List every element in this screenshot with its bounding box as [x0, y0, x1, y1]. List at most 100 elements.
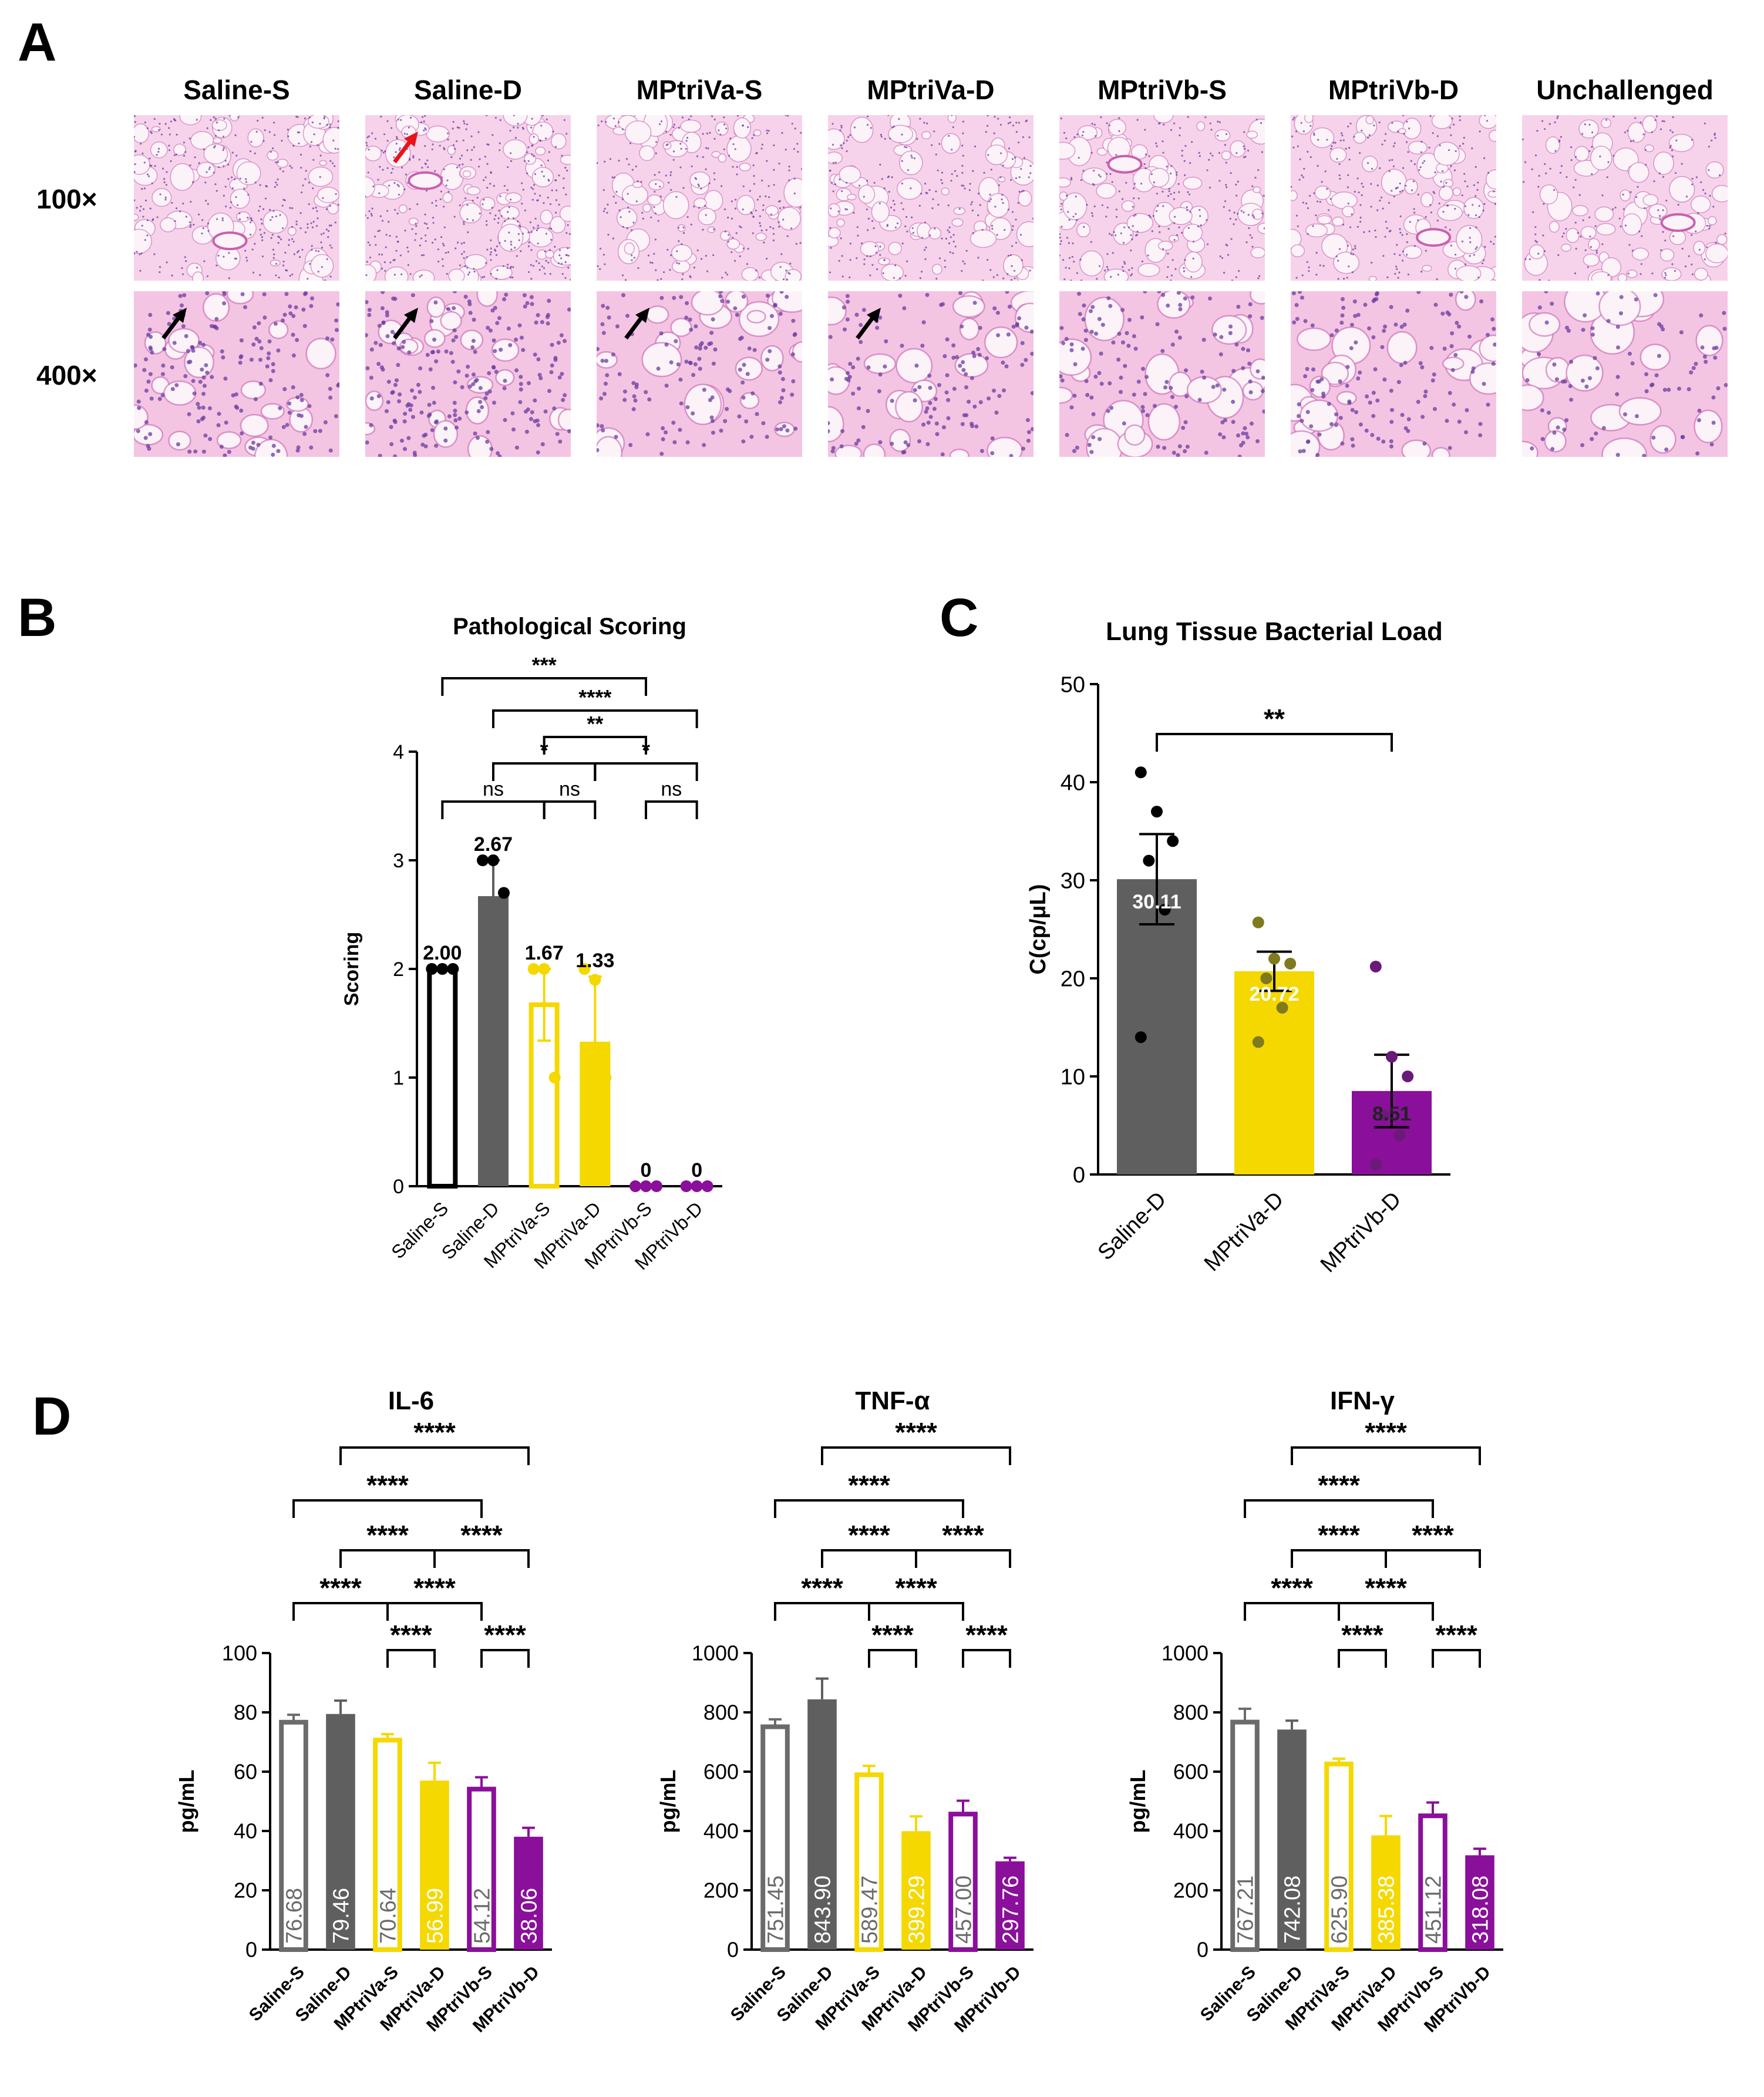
- nucleus: [739, 255, 741, 258]
- nucleus: [390, 329, 395, 334]
- nucleus: [1068, 218, 1070, 221]
- nucleus: [521, 233, 524, 235]
- nucleus: [1248, 227, 1250, 230]
- nucleus: [1447, 391, 1452, 395]
- nucleus: [613, 176, 615, 179]
- nucleus: [1295, 277, 1298, 279]
- nucleus: [654, 212, 657, 214]
- nucleus: [367, 312, 372, 317]
- nucleus: [1295, 214, 1298, 217]
- nucleus: [149, 164, 152, 167]
- nucleus: [1582, 219, 1584, 221]
- nucleus: [611, 176, 614, 179]
- nucleus: [367, 308, 372, 312]
- value-label: 0: [641, 1159, 652, 1182]
- nucleus: [1702, 354, 1707, 359]
- nucleus: [1148, 214, 1150, 217]
- nucleus: [1298, 179, 1301, 181]
- nucleus: [604, 263, 606, 265]
- nucleus: [429, 319, 434, 324]
- alveolus: [694, 197, 707, 208]
- nucleus: [443, 426, 448, 431]
- alveolus: [1561, 243, 1572, 252]
- nucleus: [1017, 316, 1022, 321]
- nucleus: [453, 413, 457, 418]
- nucleus: [994, 410, 999, 415]
- nucleus: [541, 265, 543, 268]
- nucleus: [1529, 258, 1531, 261]
- alveolus: [1590, 146, 1612, 171]
- alveolus: [426, 296, 446, 318]
- alveolus: [896, 348, 933, 383]
- nucleus: [1413, 163, 1416, 166]
- nucleus: [925, 406, 930, 410]
- nucleus: [779, 427, 783, 432]
- magnification-label: 100×: [36, 184, 97, 214]
- nucleus: [410, 116, 412, 119]
- nucleus: [871, 264, 874, 266]
- nucleus: [873, 227, 875, 230]
- nucleus: [1653, 293, 1658, 298]
- nucleus: [535, 418, 540, 423]
- data-point: [527, 963, 540, 975]
- nucleus: [725, 127, 728, 130]
- nucleus: [737, 414, 742, 419]
- nucleus: [1155, 142, 1157, 144]
- nucleus: [221, 355, 225, 360]
- nucleus: [251, 342, 256, 347]
- nucleus: [839, 444, 844, 449]
- nucleus: [1064, 336, 1069, 341]
- nucleus: [685, 440, 690, 445]
- nucleus: [870, 127, 872, 129]
- nucleus: [496, 245, 499, 248]
- bacterial-load-chart: Lung Tissue Bacterial Load01020304050C(c…: [1026, 617, 1450, 1277]
- nucleus: [1082, 170, 1085, 172]
- nucleus: [464, 410, 469, 415]
- nucleus: [280, 318, 285, 323]
- nucleus: [506, 189, 509, 191]
- nucleus: [407, 264, 409, 267]
- nucleus: [1462, 142, 1465, 145]
- nucleus: [843, 327, 847, 332]
- nucleus: [228, 115, 231, 116]
- nucleus: [1390, 408, 1395, 412]
- nucleus: [1722, 327, 1727, 331]
- nucleus: [1490, 317, 1495, 322]
- nucleus: [759, 222, 761, 224]
- nucleus: [1388, 159, 1391, 161]
- nucleus: [189, 225, 191, 228]
- alveolus: [1196, 121, 1206, 132]
- nucleus: [1492, 327, 1496, 331]
- nucleus: [1297, 414, 1301, 419]
- nucleus: [1187, 116, 1189, 118]
- nucleus: [493, 218, 496, 220]
- nucleus: [282, 260, 285, 263]
- nucleus: [1376, 436, 1381, 441]
- nucleus: [1569, 398, 1574, 402]
- alveolus: [503, 115, 528, 127]
- category-label: MPtriVa-D: [1200, 1187, 1289, 1277]
- nucleus: [299, 393, 304, 398]
- nucleus: [1615, 324, 1620, 329]
- nucleus: [324, 116, 326, 118]
- nucleus: [778, 200, 780, 203]
- nucleus: [234, 178, 236, 180]
- nucleus: [196, 402, 200, 406]
- nucleus: [536, 423, 541, 428]
- nucleus: [879, 245, 881, 248]
- nucleus: [1577, 232, 1579, 234]
- nucleus: [1260, 315, 1264, 320]
- nucleus: [1319, 201, 1321, 203]
- nucleus: [415, 225, 418, 227]
- nucleus: [530, 302, 534, 307]
- panel-a-letter: A: [18, 12, 57, 72]
- nucleus: [1179, 134, 1181, 137]
- nucleus: [1664, 447, 1669, 452]
- nucleus: [1565, 228, 1567, 230]
- nucleus: [381, 267, 383, 270]
- nucleus: [797, 150, 799, 153]
- nucleus: [685, 301, 689, 305]
- nucleus: [689, 327, 694, 332]
- nucleus: [316, 210, 318, 213]
- nucleus: [1471, 147, 1473, 150]
